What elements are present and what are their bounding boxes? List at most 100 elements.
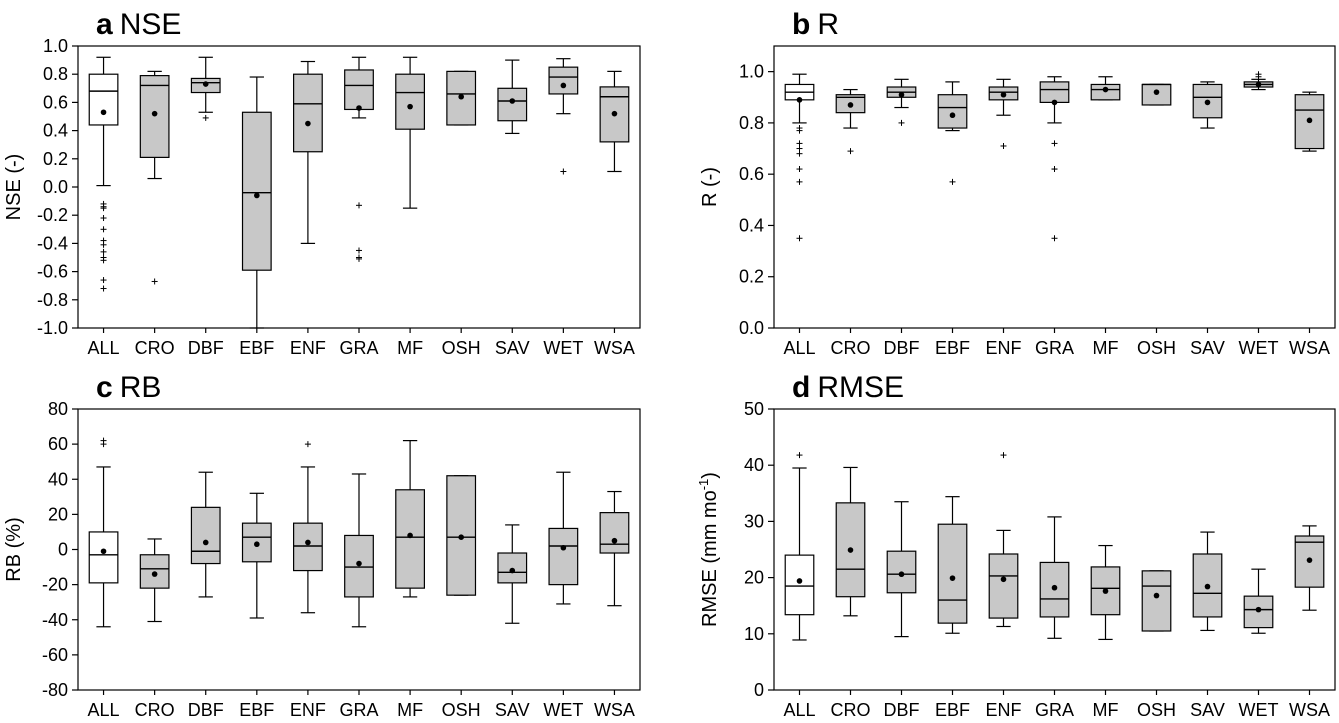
outlier-point [796, 145, 803, 152]
y-tick-label: 1.0 [739, 62, 764, 82]
y-tick-label: 0.0 [43, 177, 68, 197]
outlier-point [100, 277, 107, 284]
box-sav [497, 524, 528, 624]
mean-point [1000, 576, 1007, 583]
y-tick-label: 20 [744, 568, 764, 588]
box-wet [548, 471, 579, 605]
category-label: WSA [594, 338, 635, 358]
y-tick-label: 0.4 [739, 215, 764, 235]
category-label: CRO [831, 700, 871, 720]
box-osh [1141, 83, 1172, 106]
outlier-point [202, 114, 209, 121]
box-ebf [241, 76, 272, 329]
box-wsa [599, 490, 630, 607]
iqr-box [88, 531, 119, 584]
mean-point [1255, 606, 1262, 613]
category-label: ENF [986, 700, 1022, 720]
mean-point [1204, 99, 1211, 106]
outlier-point [796, 452, 803, 459]
iqr-box [241, 111, 272, 271]
y-tick-label: 30 [744, 511, 764, 531]
y-axis-title: NSE (-) [3, 154, 25, 221]
iqr-box [937, 523, 968, 624]
panel-name: RB [120, 371, 162, 404]
outlier-point [1000, 452, 1007, 459]
category-label: EBF [239, 700, 274, 720]
iqr-box [988, 553, 1019, 619]
outlier-point [151, 278, 158, 285]
mean-point [949, 112, 956, 119]
panel-name: R [817, 8, 839, 41]
outlier-point [949, 178, 956, 185]
mean-point [509, 567, 516, 574]
mean-point [151, 110, 158, 117]
mean-point [254, 541, 260, 548]
outlier-point [356, 255, 362, 262]
y-tick-label: 0.4 [43, 121, 68, 141]
y-axis-title-text: RB (%) [3, 517, 25, 581]
mean-point [202, 81, 209, 87]
box-all [88, 56, 119, 292]
box-gra [344, 473, 374, 628]
mean-point [1204, 583, 1211, 590]
category-label: MF [1093, 338, 1119, 358]
mean-point [898, 571, 905, 578]
box-enf [988, 78, 1019, 149]
category-label: SAV [1190, 700, 1225, 720]
mean-point [796, 97, 803, 103]
box-dbf [190, 471, 221, 598]
mean-point [1000, 91, 1007, 98]
y-tick-label: 0.6 [43, 92, 68, 112]
mean-point [611, 110, 618, 117]
mean-point [611, 537, 618, 544]
y-tick-label: 0.8 [739, 113, 764, 133]
iqr-box [835, 502, 866, 598]
box-mf [1090, 76, 1121, 101]
y-axis-title-text: NSE (-) [3, 154, 25, 221]
mean-point [1051, 584, 1058, 591]
y-tick-label: 0.8 [43, 64, 68, 84]
y-tick-label: 10 [744, 624, 764, 644]
iqr-box [190, 506, 221, 565]
category-label: ALL [783, 700, 815, 720]
box-mf [1090, 544, 1121, 641]
category-label: SAV [495, 700, 530, 720]
category-label: OSH [442, 338, 481, 358]
category-label: WSA [594, 700, 635, 720]
box-enf [988, 452, 1019, 628]
iqr-box [395, 73, 425, 130]
iqr-box [1141, 570, 1172, 632]
box-wet [548, 58, 579, 175]
iqr-box [599, 512, 630, 554]
mean-point [847, 547, 854, 553]
outlier-point [356, 202, 362, 209]
box-wsa [1294, 525, 1325, 611]
outlier-point [100, 437, 107, 444]
mean-point [898, 91, 905, 98]
category-label: SAV [1190, 338, 1225, 358]
mean-point [305, 120, 311, 127]
mean-point [202, 539, 209, 546]
category-label: MF [1093, 700, 1119, 720]
outlier-point [898, 119, 905, 126]
panel-title: a NSE [96, 8, 181, 41]
category-label: EBF [239, 338, 274, 358]
category-label: ENF [986, 338, 1022, 358]
outlier-point [796, 150, 803, 157]
box-sav [1192, 81, 1223, 129]
mean-point [458, 534, 464, 541]
category-label: ALL [783, 338, 815, 358]
mean-point [458, 93, 464, 100]
box-osh [446, 70, 477, 126]
category-label: ENF [290, 338, 326, 358]
mean-point [796, 578, 803, 584]
y-tick-label: 40 [48, 469, 68, 489]
outlier-point [100, 257, 107, 264]
y-tick-label: 0 [754, 680, 764, 700]
box-cro [139, 70, 170, 285]
panel-nse: a NSE -1.0 -0.8 -0.6 -0.4 -0.2 0.0 0.2 0.4 0.6 0.8 1… [3, 8, 641, 358]
box-wsa [599, 70, 630, 173]
mean-point [305, 539, 311, 546]
box-enf [293, 441, 323, 614]
y-tick-label: 0.2 [43, 149, 68, 169]
